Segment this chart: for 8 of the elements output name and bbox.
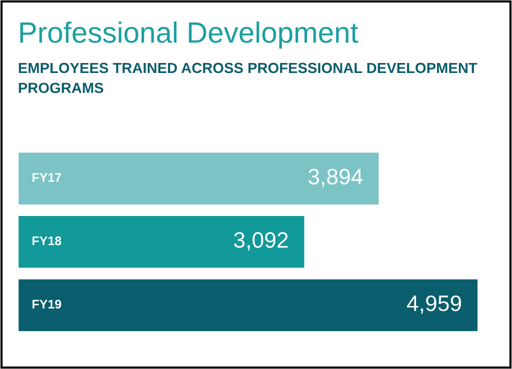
chart-title: Professional Development	[20, 21, 358, 49]
y-tick-label: FY17	[32, 173, 62, 182]
y-tick-label: FY19	[32, 300, 62, 309]
chart-subtitle: EMPLOYEES TRAINED ACROSS PROFESSIONAL DEVELOPMENT PROGRAMS	[18, 62, 478, 94]
y-tick-label: FY18	[32, 236, 62, 246]
data-label: 3,894	[308, 168, 363, 188]
data-label: 4,959	[407, 295, 462, 314]
data-label: 3,092	[234, 232, 288, 250]
